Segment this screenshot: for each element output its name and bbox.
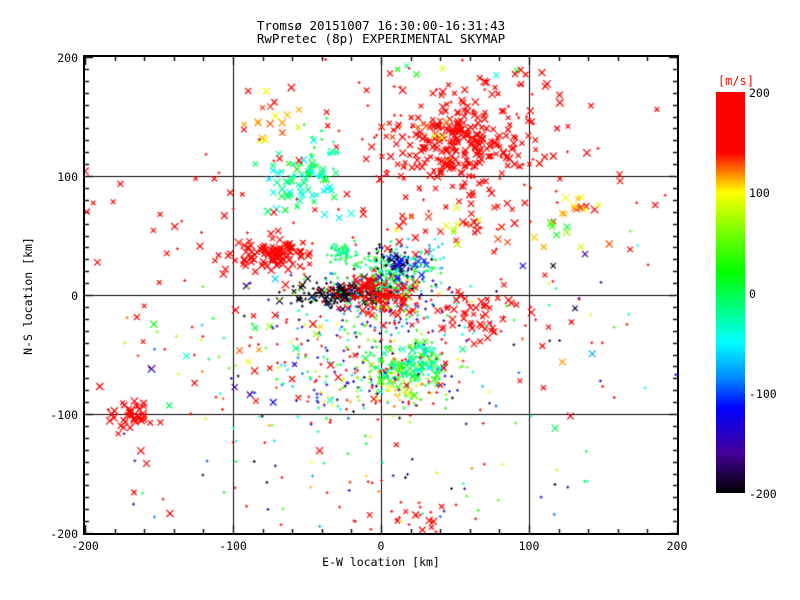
x-tick-label: -100 [219, 539, 247, 553]
title-line2: RwPretec (8p) EXPERIMENTAL SKYMAP [256, 31, 506, 46]
figure-title: Tromsø 20151007 16:30:00-16:31:43 RwPret… [85, 19, 677, 45]
title-line1: Tromsø 20151007 16:30:00-16:31:43 [256, 18, 506, 33]
colorbar-tick-label: 0 [749, 286, 756, 301]
x-tick-label: 200 [666, 539, 688, 553]
colorbar [716, 92, 745, 493]
x-axis-label: E-W location [km] [322, 555, 440, 569]
x-tick-label: 0 [377, 539, 385, 553]
y-tick-label: -100 [50, 408, 78, 422]
y-tick-label: 0 [71, 289, 78, 303]
colorbar-tick-label: -200 [749, 487, 777, 501]
y-tick-label: -200 [50, 527, 78, 541]
colorbar-tick-label: 100 [749, 186, 770, 201]
scatter-canvas [85, 57, 677, 533]
x-tick-label: -200 [71, 539, 99, 553]
y-axis-label: N-S location [km] [21, 237, 35, 355]
x-tick-label: 100 [518, 539, 540, 553]
colorbar-tick-label: -100 [749, 386, 777, 401]
y-tick-label: 100 [57, 170, 78, 184]
colorbar-tick-label: 200 [749, 86, 770, 100]
y-tick-label: 200 [57, 51, 78, 65]
colorbar-unit-label: [m/s] [717, 74, 755, 88]
plot-frame [83, 55, 679, 535]
